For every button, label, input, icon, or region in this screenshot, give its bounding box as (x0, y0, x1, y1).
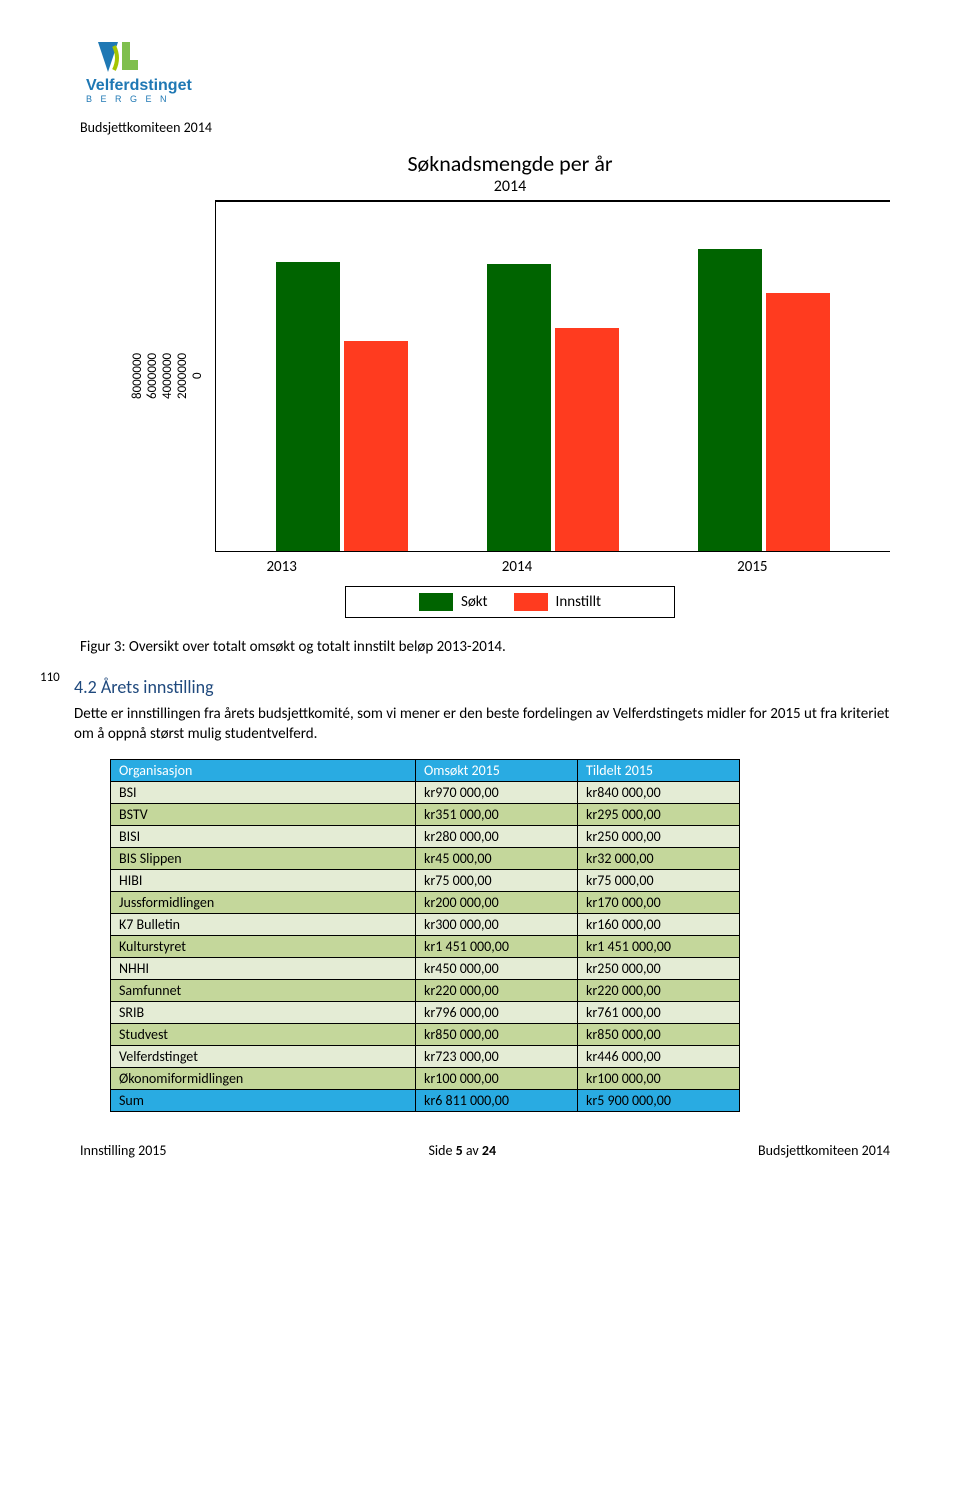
footer-center: Side 5 av 24 (167, 1142, 759, 1159)
bar-group (478, 264, 628, 551)
table-row: NHHIkr450 000,00kr250 000,00 (111, 957, 740, 979)
table-row: HIBIkr75 000,00kr75 000,00 (111, 869, 740, 891)
budget-table: OrganisasjonOmsøkt 2015Tildelt 2015 BSIk… (110, 759, 740, 1112)
table-row: Samfunnetkr220 000,00kr220 000,00 (111, 979, 740, 1001)
bar (698, 249, 762, 551)
logo: Velferdstinget B E R G E N (80, 40, 890, 113)
chart-x-ticks: 201320142015 (130, 552, 890, 576)
table-row: Velferdstingetkr723 000,00kr446 000,00 (111, 1045, 740, 1067)
table-sum-row: Sumkr6 811 000,00kr5 900 000,00 (111, 1089, 740, 1111)
figure-caption: Figur 3: Oversikt over totalt omsøkt og … (80, 638, 890, 656)
bar (555, 328, 619, 551)
line-number: 110 (40, 670, 74, 685)
section-paragraph: Dette er innstillingen fra årets budsjet… (74, 704, 890, 745)
sub-header: Budsjettkomiteen 2014 (80, 119, 890, 136)
table-header: Organisasjon (111, 759, 416, 781)
bar (766, 293, 830, 551)
velferdstinget-logo-svg: Velferdstinget B E R G E N (80, 40, 230, 108)
table-row: Kulturstyretkr1 451 000,00kr1 451 000,00 (111, 935, 740, 957)
bar (276, 262, 340, 551)
chart-title: Søknadsmengde per år (130, 150, 890, 177)
table-row: Studvestkr850 000,00kr850 000,00 (111, 1023, 740, 1045)
footer: Innstilling 2015 Side 5 av 24 Budsjettko… (80, 1142, 890, 1159)
svg-text:Velferdstinget: Velferdstinget (86, 77, 192, 94)
table-row: BSIkr970 000,00kr840 000,00 (111, 781, 740, 803)
table-row: BIS Slippenkr45 000,00kr32 000,00 (111, 847, 740, 869)
legend-item: Søkt (419, 593, 488, 611)
chart-legend: Søkt Innstillt (345, 586, 675, 618)
table-row: SRIBkr796 000,00kr761 000,00 (111, 1001, 740, 1023)
chart: Søknadsmengde per år 2014 02000000400000… (130, 150, 890, 618)
bar (487, 264, 551, 551)
table-header: Tildelt 2015 (578, 759, 740, 781)
section-heading: 4.2 Årets innstilling (74, 676, 890, 698)
table-row: K7 Bulletinkr300 000,00kr160 000,00 (111, 913, 740, 935)
footer-right: Budsjettkomiteen 2014 (758, 1142, 890, 1159)
legend-item: Innstillt (514, 593, 602, 611)
bar (344, 341, 408, 551)
chart-y-ticks: 02000000400000060000008000000 (130, 200, 205, 552)
table-header: Omsøkt 2015 (416, 759, 578, 781)
table-row: Økonomiformidlingenkr100 000,00kr100 000… (111, 1067, 740, 1089)
bar-group (267, 262, 417, 551)
table-row: BSTVkr351 000,00kr295 000,00 (111, 803, 740, 825)
table-row: BISIkr280 000,00kr250 000,00 (111, 825, 740, 847)
svg-text:B E R G E N: B E R G E N (86, 94, 170, 104)
bar-group (689, 249, 839, 551)
chart-subtitle: 2014 (130, 177, 890, 196)
footer-left: Innstilling 2015 (80, 1142, 167, 1159)
chart-plot (215, 200, 890, 552)
table-row: Jussformidlingenkr200 000,00kr170 000,00 (111, 891, 740, 913)
